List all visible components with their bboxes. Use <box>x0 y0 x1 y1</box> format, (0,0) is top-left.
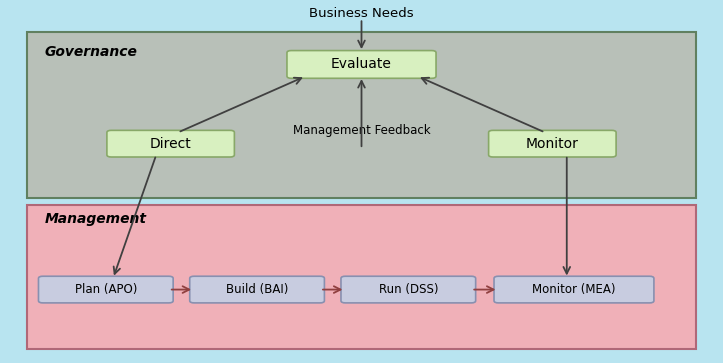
Text: Evaluate: Evaluate <box>331 57 392 72</box>
FancyBboxPatch shape <box>341 276 476 303</box>
Text: Plan (APO): Plan (APO) <box>74 283 137 296</box>
FancyBboxPatch shape <box>27 32 696 198</box>
Text: Management Feedback: Management Feedback <box>293 124 430 137</box>
FancyBboxPatch shape <box>189 276 325 303</box>
Text: Run (DSS): Run (DSS) <box>379 283 438 296</box>
FancyBboxPatch shape <box>107 130 234 157</box>
FancyBboxPatch shape <box>38 276 174 303</box>
Text: Build (BAI): Build (BAI) <box>226 283 288 296</box>
Text: Direct: Direct <box>150 137 192 151</box>
FancyBboxPatch shape <box>287 50 436 78</box>
Text: Monitor (MEA): Monitor (MEA) <box>532 283 616 296</box>
FancyBboxPatch shape <box>494 276 654 303</box>
Text: Management: Management <box>45 212 147 226</box>
FancyBboxPatch shape <box>489 130 616 157</box>
Text: Governance: Governance <box>45 45 137 58</box>
Text: Business Needs: Business Needs <box>309 8 414 20</box>
Text: Monitor: Monitor <box>526 137 579 151</box>
FancyBboxPatch shape <box>27 205 696 349</box>
